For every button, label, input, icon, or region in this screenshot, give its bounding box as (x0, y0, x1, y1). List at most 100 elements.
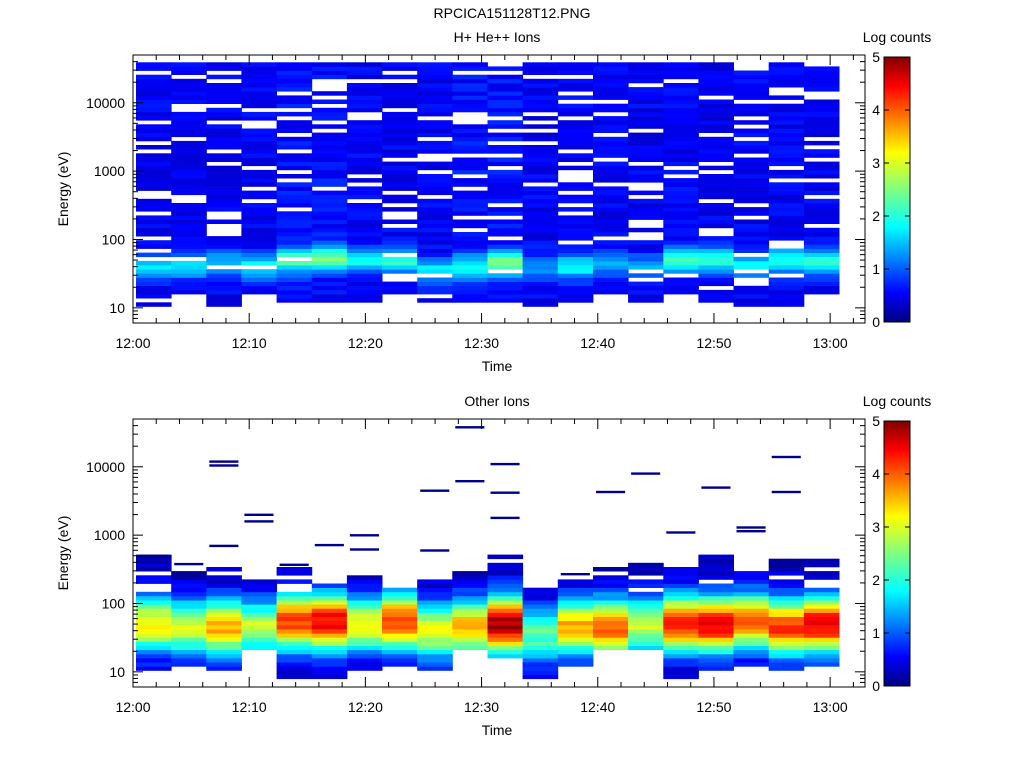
heatmap-cell (206, 277, 242, 282)
heatmap-cell (276, 298, 313, 303)
heatmap-cell (241, 145, 277, 150)
heatmap-cell (803, 124, 840, 129)
heatmap-cell (522, 248, 559, 253)
heatmap-cell (171, 149, 207, 154)
heatmap-cell (311, 194, 348, 200)
heatmap-cell (311, 227, 348, 233)
heatmap-cell (522, 240, 559, 245)
heatmap-cell (311, 670, 348, 675)
heatmap-cell (768, 161, 805, 167)
heatmap-cell (346, 169, 383, 175)
heatmap-cell (522, 83, 559, 88)
heatmap-cell (171, 145, 207, 150)
heatmap-cell (276, 219, 313, 224)
heatmap-cell (206, 207, 242, 212)
heatmap-cell (346, 165, 383, 171)
heatmap-cell (487, 252, 524, 258)
heatmap-cell (136, 591, 172, 597)
heatmap-cell (311, 583, 348, 588)
heatmap-cell (593, 178, 629, 183)
heatmap-cell (276, 289, 313, 295)
heatmap-cell (733, 111, 770, 117)
heatmap-cell (593, 244, 629, 249)
heatmap-cell (803, 128, 840, 133)
heatmap-cell (557, 95, 594, 100)
heatmap-cell (276, 637, 313, 642)
heatmap-cell (803, 140, 840, 146)
heatmap-cell (698, 203, 734, 208)
heatmap-cell (136, 645, 172, 651)
heatmap-cell (382, 136, 418, 142)
heatmap-cell (522, 252, 559, 258)
heatmap-cell (663, 153, 699, 158)
heatmap-cell (452, 62, 488, 67)
heatmap-cell (346, 256, 383, 262)
heatmap-cell (593, 207, 629, 212)
heatmap-cell (206, 281, 242, 287)
heatmap-cell (768, 182, 805, 187)
heatmap-cell (417, 203, 453, 208)
heatmap-cell (311, 269, 348, 274)
heatmap-cell (557, 600, 594, 605)
heatmap-cell (522, 211, 559, 216)
heatmap-cell (487, 99, 524, 104)
heatmap-cell (241, 190, 277, 196)
colorbar-label: Log counts (863, 29, 932, 45)
heatmap-cell (417, 616, 453, 622)
heatmap-cell (628, 62, 664, 67)
heatmap-cell (698, 649, 734, 655)
heatmap-cell (487, 91, 524, 96)
heatmap-cell (241, 579, 277, 584)
heatmap-cell (417, 190, 453, 196)
y-tick-label: 10000 (86, 95, 125, 111)
heatmap-cell (417, 277, 453, 282)
heatmap-cell (136, 182, 172, 187)
heatmap-cell (136, 596, 172, 601)
heatmap-cell (733, 161, 770, 167)
heatmap-cell (698, 658, 734, 663)
heatmap-cell (382, 256, 418, 262)
heatmap-cell (698, 571, 734, 576)
heatmap-cell (452, 157, 488, 162)
heatmap-cell (522, 178, 559, 183)
y-tick-label: 10000 (86, 459, 125, 475)
heatmap-cell (557, 624, 594, 630)
heatmap-cell (487, 649, 524, 655)
heatmap-cell (171, 207, 207, 212)
heatmap-cell (593, 645, 629, 651)
heatmap-cell (349, 548, 379, 551)
heatmap-cell (346, 153, 383, 158)
heatmap-cell (417, 227, 453, 233)
heatmap-cell (557, 132, 594, 138)
heatmap-cell (698, 165, 734, 171)
heatmap-cell (628, 124, 664, 129)
heatmap-cell (171, 629, 207, 634)
heatmap-cell (382, 662, 418, 667)
heatmap-cell (768, 571, 805, 576)
heatmap-cell (522, 116, 559, 121)
heatmap-cell (276, 215, 313, 220)
heatmap-cell (136, 575, 172, 580)
heatmap-cell (311, 244, 348, 249)
heatmap-cell (417, 281, 453, 287)
heatmap-cell (663, 658, 699, 663)
heatmap-cell (768, 252, 805, 258)
heatmap-cell (136, 78, 172, 84)
heatmap-cell (522, 87, 559, 92)
heatmap-cell (311, 165, 348, 171)
heatmap-cell (663, 145, 699, 150)
heatmap-cell (382, 232, 418, 237)
heatmap-cell (771, 455, 801, 459)
heatmap-cell (663, 670, 699, 675)
heatmap-cell (487, 596, 524, 601)
heatmap-cell (206, 95, 242, 100)
heatmap-cell (663, 198, 699, 204)
heatmap-cell (241, 633, 277, 638)
heatmap-cell (628, 169, 664, 175)
heatmap-cell (768, 662, 805, 667)
heatmap-cell (663, 277, 699, 282)
x-tick-label: 12:50 (696, 335, 731, 351)
heatmap-cell (698, 74, 734, 80)
